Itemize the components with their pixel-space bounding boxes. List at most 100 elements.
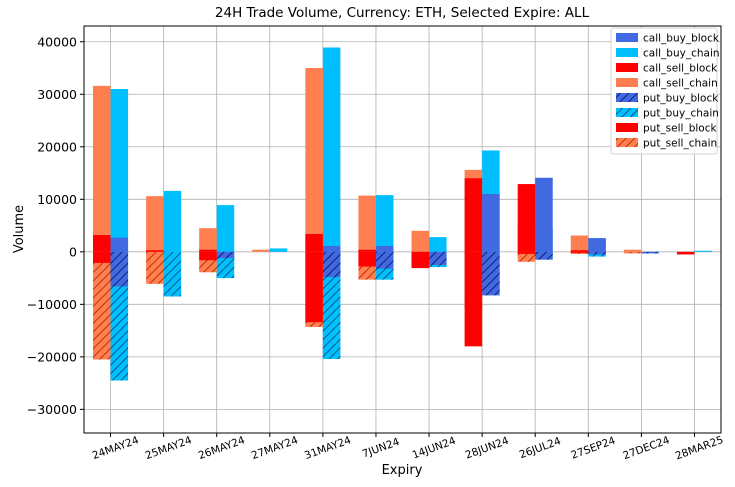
chart-title: 24H Trade Volume, Currency: ETH, Selecte…: [215, 5, 590, 21]
bar-put_buy_block: [216, 251, 235, 259]
y-axis: −30000 −20000 −10000 0 10000 20000 30000 40000: [27, 34, 84, 417]
y-tick-label: 20000: [37, 139, 77, 154]
plot-frame: [83, 25, 722, 434]
bar-put_buy_block: [110, 251, 129, 287]
legend-label-call_sell_block: call_sell_block: [643, 63, 718, 75]
bar-call_sell_chain: [305, 68, 323, 252]
y-tick-label: 10000: [37, 192, 77, 207]
legend-label-put_sell_chain: put_sell_chain: [643, 138, 717, 150]
legend-label-put_sell_block: put_sell_block: [643, 123, 717, 135]
bar-put_sell_block: [305, 251, 323, 323]
bar-call_sell_chain: [358, 195, 376, 252]
bar-put_buy_chain: [163, 251, 182, 297]
bar-put_buy_block: [588, 251, 606, 255]
x-tick-label: 27MAY24: [250, 434, 300, 462]
x-axis: 24MAY24 25MAY24 26MAY24 27MAY24 31MAY24 7JUN2…: [91, 433, 725, 462]
legend-swatch-put_buy_chain: [616, 108, 638, 117]
bar-put_sell_block: [411, 251, 430, 269]
legend-label-call_buy_chain: call_buy_chain: [643, 48, 720, 60]
bar-call_buy_chain: [110, 89, 129, 252]
bar-call_sell_chain: [252, 249, 270, 252]
y-tick-label: 40000: [37, 34, 77, 49]
bar-call_buy_block: [110, 237, 129, 252]
bar-call_sell_block: [93, 235, 111, 252]
legend-swatch-call_buy_block: [616, 33, 638, 42]
x-tick-label: 27DEC24: [621, 434, 671, 462]
legend-swatch-call_sell_chain: [616, 78, 638, 87]
x-tick-label: 27SEP24: [569, 435, 617, 462]
bar-call_sell_block: [358, 249, 376, 252]
bar-call_buy_block: [482, 194, 500, 252]
x-tick-label: 28JUN24: [464, 435, 511, 462]
bar-call_sell_block: [305, 233, 323, 252]
bar-put_buy_block: [482, 251, 500, 296]
bar-call_buy_chain: [375, 195, 394, 252]
y-tick-label: 30000: [37, 87, 77, 102]
bar-call_sell_block: [570, 250, 589, 252]
bar-call_buy_block: [375, 246, 394, 252]
y-tick-label: −30000: [27, 402, 77, 417]
bar-call_sell_chain: [199, 228, 217, 252]
bar-call_buy_chain: [429, 237, 447, 252]
bar-call_buy_block: [588, 238, 606, 252]
bars: [93, 47, 712, 381]
y-axis-label: Volume: [12, 205, 27, 253]
bar-call_sell_block: [199, 249, 217, 252]
legend-label-call_buy_block: call_buy_block: [643, 33, 720, 45]
legend-label-put_buy_block: put_buy_block: [643, 93, 719, 105]
bar-put_buy_chain: [322, 251, 341, 359]
legend-swatch-put_sell_block: [616, 123, 638, 132]
legend: call_buy_block call_buy_chain call_sell_bl…: [610, 27, 720, 155]
x-tick-label: 28MAR25: [674, 434, 725, 462]
bar-call_sell_block: [517, 184, 536, 252]
bar-call_sell_chain: [411, 230, 430, 252]
y-tick-label: −20000: [27, 349, 77, 364]
bar-put_sell_block: [93, 251, 111, 263]
bar-put_buy_block: [429, 251, 447, 265]
x-tick-label: 26JUL24: [518, 435, 563, 461]
bar-put_sell_chain: [517, 251, 536, 262]
bar-put_sell_block: [570, 251, 589, 253]
bar-call_buy_chain: [694, 250, 712, 252]
bar-call_buy_chain: [163, 190, 182, 252]
legend-box: [610, 27, 718, 155]
bar-put_sell_chain: [93, 251, 111, 360]
legend-label-call_sell_chain: call_sell_chain: [643, 78, 718, 90]
bar-call_sell_block: [464, 178, 483, 252]
bar-put_buy_block: [641, 251, 659, 254]
bar-call_sell_chain: [570, 235, 589, 252]
y-tick-label: −10000: [27, 297, 77, 312]
x-tick-label: 26MAY24: [197, 434, 247, 462]
y-tick-label: 0: [69, 244, 77, 259]
x-tick-label: 31MAY24: [303, 434, 353, 462]
bar-put_buy_block: [375, 251, 394, 269]
bar-put_sell_block: [358, 251, 376, 267]
x-tick-label: 24MAY24: [91, 434, 141, 462]
bar-put_buy_chain: [216, 251, 235, 279]
bar-put_buy_block: [535, 251, 553, 260]
bar-put_sell_block: [517, 251, 536, 254]
bar-call_buy_block: [322, 246, 341, 252]
bar-call_buy_chain: [216, 205, 235, 252]
legend-swatch-call_buy_chain: [616, 48, 638, 57]
bar-put_sell_chain: [146, 251, 164, 284]
x-tick-label: 14JUN24: [411, 435, 458, 462]
bar-put_sell_chain: [623, 251, 642, 254]
legend-swatch-put_buy_block: [616, 93, 638, 102]
bar-call_sell_chain: [623, 249, 642, 252]
bar-call_buy_chain: [269, 248, 288, 252]
bar-call_buy_block: [535, 177, 553, 252]
legend-swatch-put_sell_chain: [616, 138, 638, 147]
bar-call_sell_block: [146, 250, 164, 252]
legend-swatch-call_sell_block: [616, 63, 638, 72]
bar-call_buy_chain: [322, 47, 341, 252]
x-axis-label: Expiry: [382, 463, 423, 478]
bar-put_sell_block: [199, 251, 217, 261]
bar-put_sell_block: [464, 251, 483, 347]
bar-put_buy_block: [322, 251, 341, 278]
x-tick-label: 25MAY24: [144, 434, 194, 462]
bar-call_sell_chain: [146, 196, 164, 252]
bar-put_sell_block: [676, 251, 695, 255]
legend-label-put_buy_chain: put_buy_chain: [643, 108, 719, 120]
